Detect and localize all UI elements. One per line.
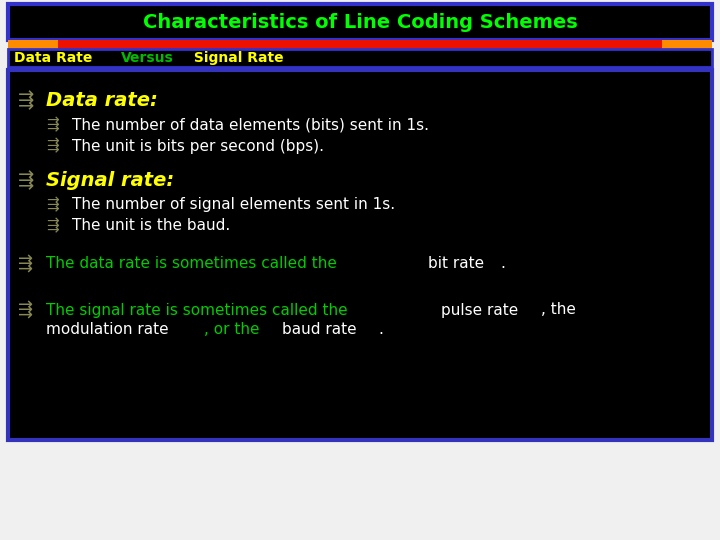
Text: ⇶: ⇶ (46, 197, 59, 213)
Text: The unit is bits per second (bps).: The unit is bits per second (bps). (72, 138, 324, 153)
Text: Signal rate:: Signal rate: (46, 171, 174, 190)
FancyBboxPatch shape (8, 49, 712, 67)
Text: , the: , the (541, 302, 576, 318)
Text: ⇶: ⇶ (18, 170, 35, 190)
Bar (58, 40, 662, 49)
Text: The number of data elements (bits) sent in 1s.: The number of data elements (bits) sent … (72, 118, 429, 132)
Text: The signal rate is sometimes called the: The signal rate is sometimes called the (46, 302, 353, 318)
Text: Versus: Versus (122, 51, 174, 65)
Text: ⇶: ⇶ (46, 218, 59, 234)
Text: bit rate: bit rate (428, 256, 484, 272)
Text: Signal Rate: Signal Rate (189, 51, 284, 65)
Text: The data rate is sometimes called the: The data rate is sometimes called the (46, 256, 342, 272)
Text: ⇶: ⇶ (18, 255, 33, 273)
Text: .: . (379, 322, 383, 338)
Text: The unit is the baud.: The unit is the baud. (72, 219, 230, 233)
Text: Data rate:: Data rate: (46, 91, 158, 110)
Text: modulation rate: modulation rate (46, 322, 168, 338)
Text: Characteristics of Line Coding Schemes: Characteristics of Line Coding Schemes (143, 12, 577, 31)
Text: pulse rate: pulse rate (441, 302, 518, 318)
Bar (8, 40, 58, 49)
Text: ⇶: ⇶ (18, 301, 33, 319)
FancyBboxPatch shape (8, 70, 712, 440)
Text: .: . (500, 256, 505, 272)
Bar (662, 40, 712, 49)
FancyBboxPatch shape (8, 4, 712, 40)
Text: The number of signal elements sent in 1s.: The number of signal elements sent in 1s… (72, 198, 395, 213)
Text: ⇶: ⇶ (18, 90, 35, 110)
Text: Data Rate: Data Rate (14, 51, 97, 65)
Text: , or the: , or the (204, 322, 265, 338)
Text: ⇶: ⇶ (46, 138, 59, 154)
Text: baud rate: baud rate (282, 322, 356, 338)
Text: ⇶: ⇶ (46, 117, 59, 133)
